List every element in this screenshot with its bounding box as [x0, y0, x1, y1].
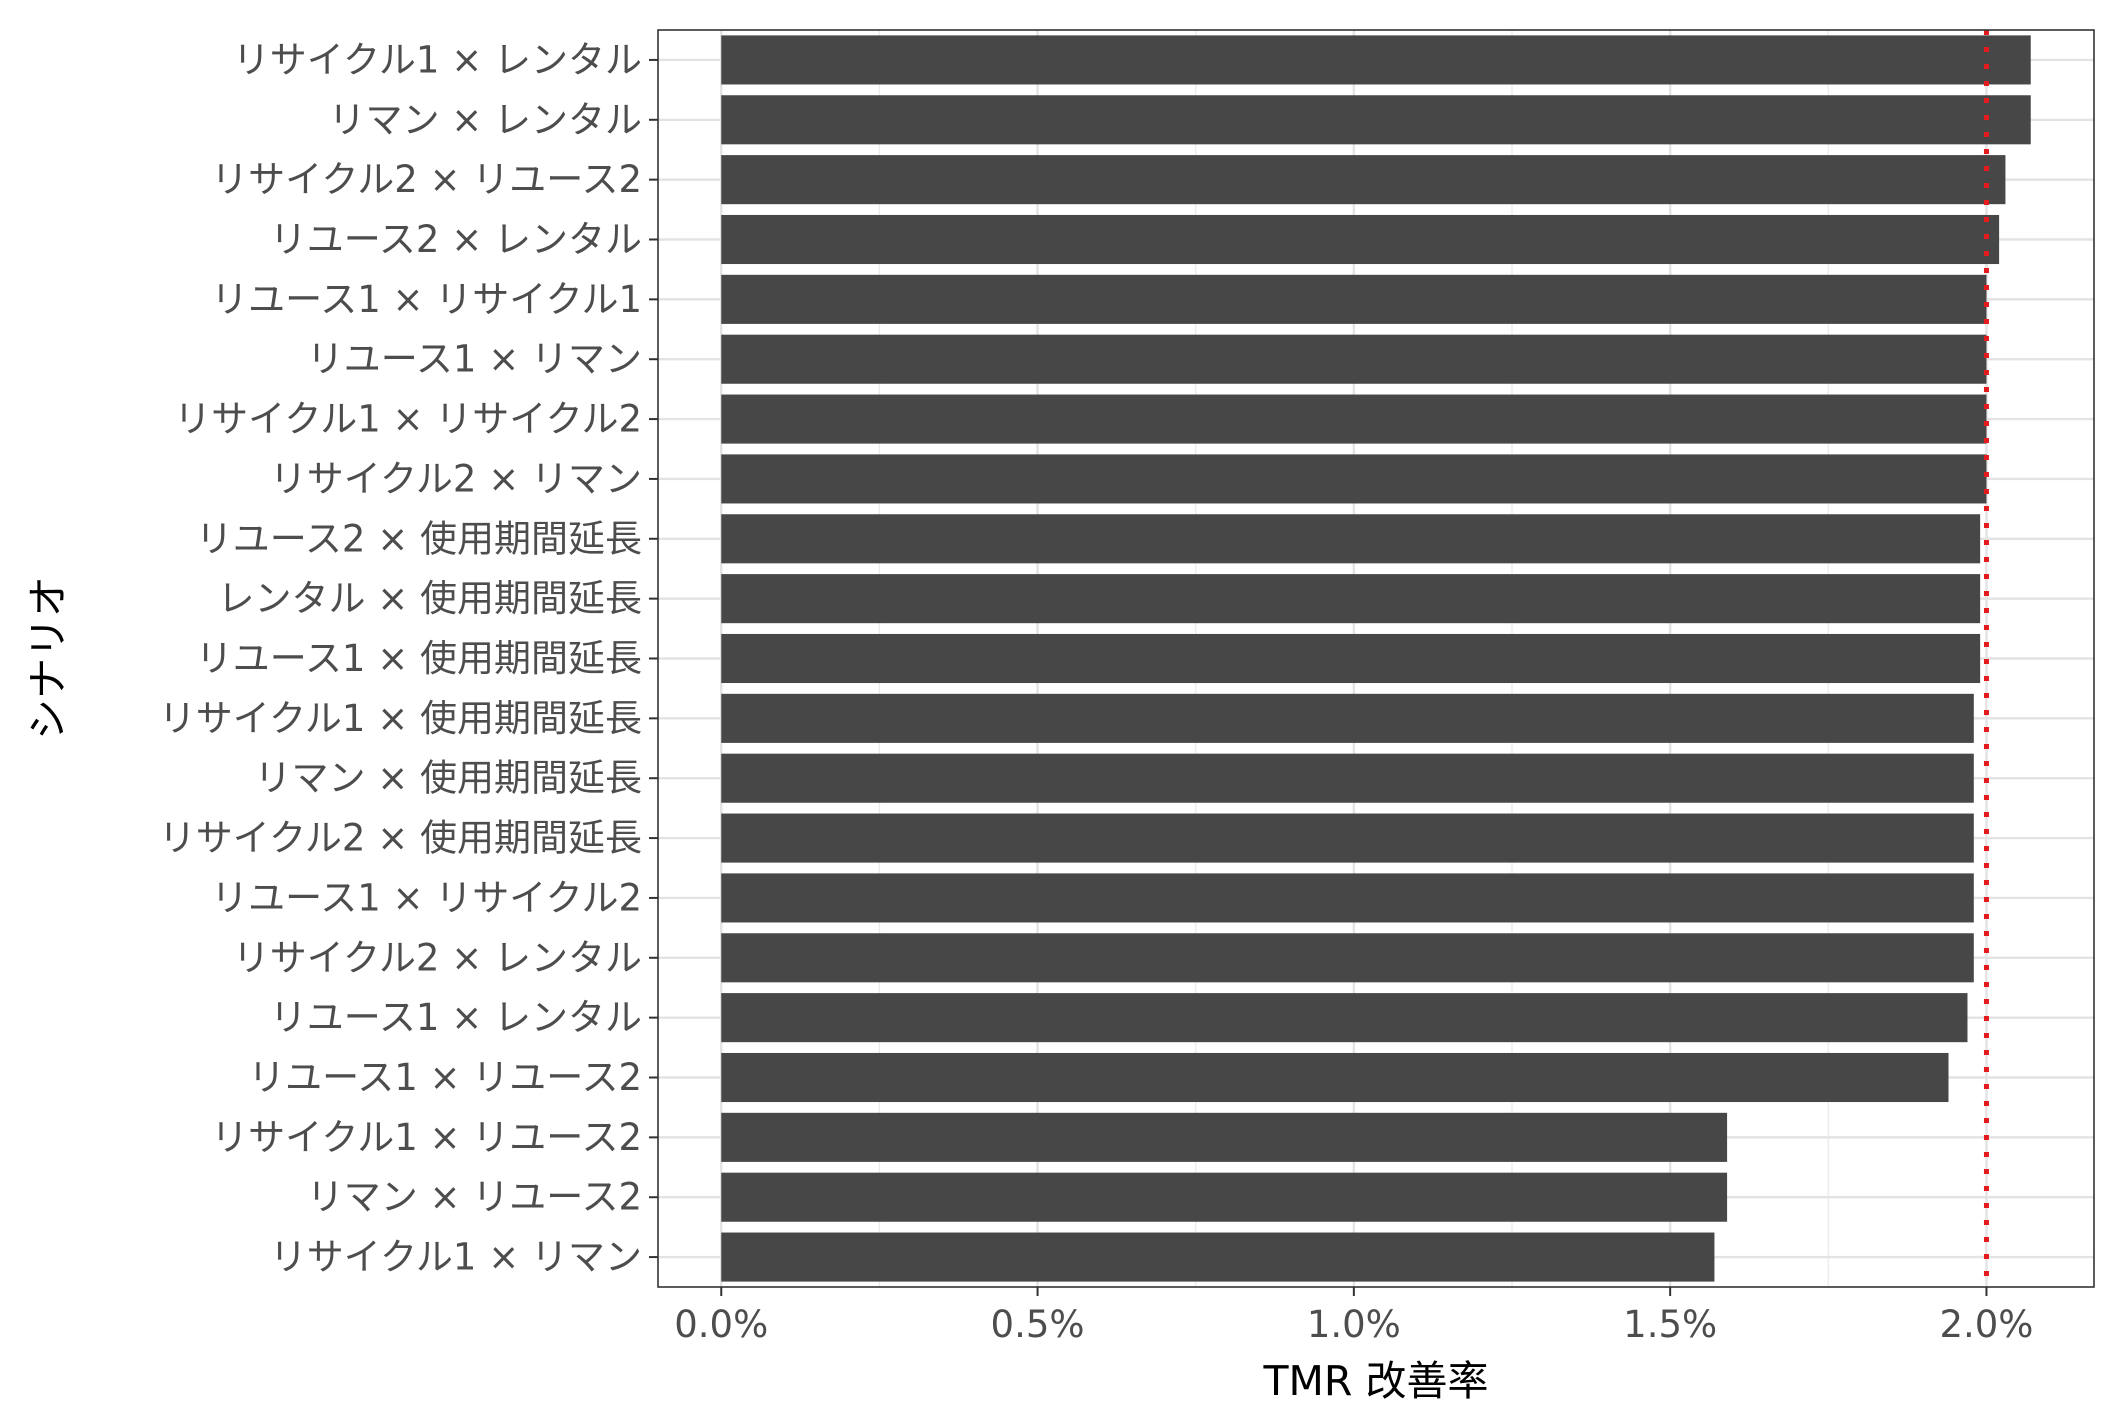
bar: [721, 1172, 1728, 1222]
bar: [721, 873, 1974, 923]
y-tick-label: リユース1 × リユース2: [248, 1056, 642, 1099]
y-tick-label: リユース1 × 使用期間延長: [196, 637, 642, 680]
bar: [721, 394, 1987, 444]
x-tick-label: 0.5%: [991, 1303, 1085, 1346]
y-tick-label: リユース2 × 使用期間延長: [196, 517, 642, 560]
y-tick-label: リサイクル2 × レンタル: [233, 936, 642, 979]
bar: [721, 214, 2000, 265]
bar: [721, 95, 2031, 145]
x-tick-label: 2.0%: [1939, 1303, 2033, 1346]
bar: [721, 1112, 1728, 1162]
y-tick-label: リマン × リユース2: [307, 1176, 642, 1219]
bar: [721, 1232, 1715, 1282]
y-tick-label: リユース1 × リサイクル1: [211, 278, 642, 321]
x-tick-label: 1.5%: [1623, 1303, 1717, 1346]
y-tick-label: リサイクル1 × リマン: [270, 1236, 642, 1279]
y-tick-label: リユース1 × リマン: [307, 338, 642, 381]
x-axis-title: TMR 改善率: [1263, 1357, 1489, 1405]
y-tick-label: リサイクル1 × リユース2: [211, 1116, 642, 1159]
y-tick-label: レンタル × 使用期間延長: [217, 577, 642, 620]
y-tick-label: リサイクル1 × 使用期間延長: [159, 697, 642, 740]
y-tick-label: リサイクル1 × リサイクル2: [174, 398, 642, 441]
y-tick-label: リサイクル2 × 使用期間延長: [159, 817, 642, 860]
bar: [721, 454, 1987, 504]
bar: [721, 1052, 1949, 1103]
bar: [721, 813, 1974, 863]
x-tick-label: 1.0%: [1307, 1303, 1401, 1346]
bar: [721, 155, 2006, 205]
bar: [721, 693, 1974, 743]
bar: [721, 574, 1981, 624]
y-tick-label: リマン × 使用期間延長: [254, 757, 642, 800]
y-tick-label: リサイクル2 × リユース2: [211, 158, 642, 201]
y-tick-label: リユース1 × レンタル: [270, 996, 642, 1039]
bar: [721, 514, 1981, 564]
x-tick-label: 0.0%: [674, 1303, 768, 1346]
y-tick-label: リサイクル1 × レンタル: [233, 38, 642, 81]
bar: [721, 633, 1981, 684]
bars: [721, 35, 2031, 1282]
bar: [721, 274, 1987, 324]
bar: [721, 35, 2031, 85]
y-axis-title: シナリオ: [24, 576, 72, 740]
bar: [721, 334, 1987, 384]
y-tick-label: リユース1 × リサイクル2: [211, 876, 642, 919]
y-tick-label: リユース2 × レンタル: [270, 218, 642, 261]
y-tick-label: リマン × レンタル: [328, 98, 642, 141]
y-tick-label: リサイクル2 × リマン: [270, 457, 642, 500]
bar: [721, 993, 1968, 1043]
bar: [721, 933, 1974, 983]
x-axis: 0.0% 0.5% 1.0% 1.5% 2.0%: [674, 1287, 2033, 1346]
bar: [721, 753, 1974, 803]
